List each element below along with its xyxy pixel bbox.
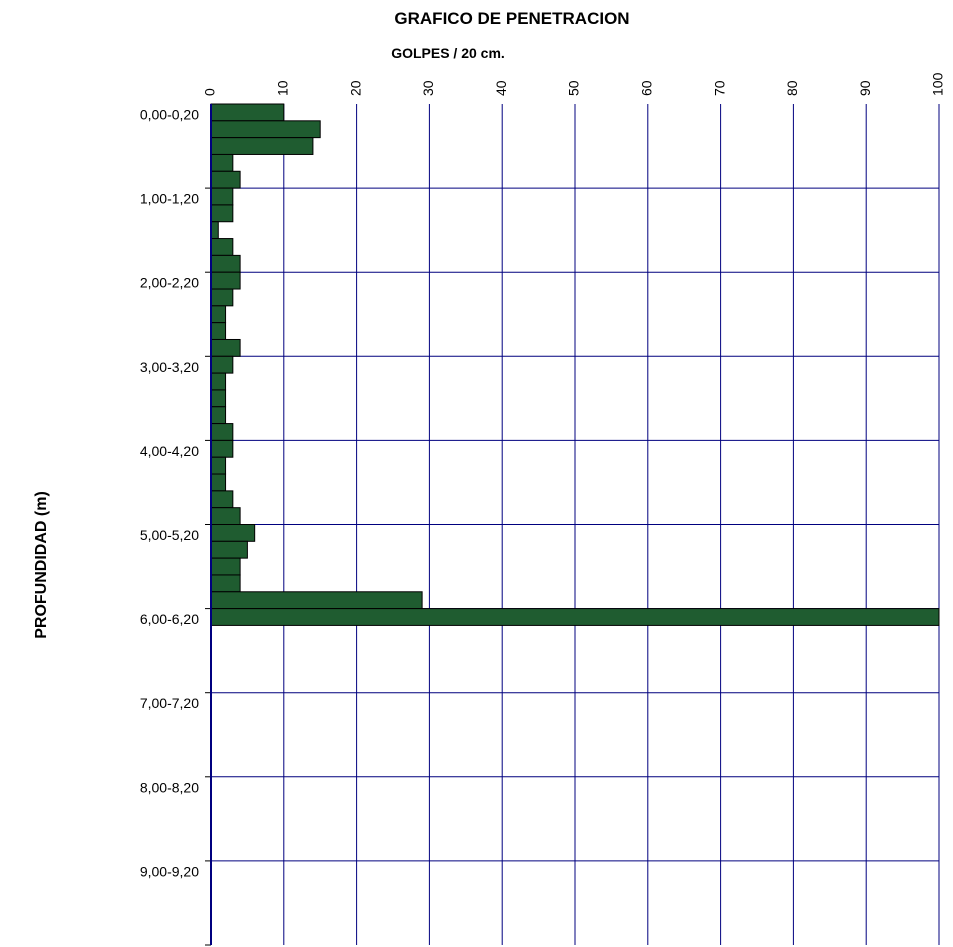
bar bbox=[210, 524, 256, 542]
bar bbox=[210, 187, 234, 206]
bar bbox=[210, 389, 227, 408]
bar bbox=[210, 355, 234, 374]
bar bbox=[210, 456, 227, 475]
bar bbox=[210, 439, 234, 458]
y-tick-label: 3,00-3,20 bbox=[140, 359, 199, 375]
bar bbox=[210, 372, 227, 391]
grid-lines bbox=[211, 104, 940, 945]
bar bbox=[210, 540, 248, 559]
x-tick-label: 100 bbox=[930, 72, 946, 96]
x-tick-label: 70 bbox=[711, 80, 727, 96]
y-tick-label: 0,00-0,20 bbox=[140, 106, 199, 122]
bar bbox=[210, 221, 219, 240]
bar bbox=[210, 238, 234, 256]
bar bbox=[210, 120, 321, 139]
bar bbox=[210, 608, 940, 626]
x-tick-label: 0 bbox=[202, 88, 218, 96]
bar bbox=[210, 574, 241, 593]
bar bbox=[210, 288, 234, 307]
bar bbox=[210, 170, 241, 189]
bar bbox=[210, 305, 227, 324]
y-tick-label: 9,00-9,20 bbox=[140, 863, 199, 879]
y-axis-title: PROFUNDIDAD (m) bbox=[33, 491, 50, 639]
bar bbox=[210, 507, 241, 525]
y-tick-label: 6,00-6,20 bbox=[140, 611, 199, 627]
bar bbox=[210, 406, 227, 425]
x-tick-label: 50 bbox=[566, 80, 582, 96]
bar bbox=[210, 137, 314, 155]
x-axis-title: GOLPES / 20 cm. bbox=[391, 45, 505, 61]
x-tick-label: 30 bbox=[420, 80, 436, 96]
y-tick-label: 2,00-2,20 bbox=[140, 275, 199, 291]
bar bbox=[210, 490, 234, 509]
chart-title: GRAFICO DE PENETRACION bbox=[394, 9, 629, 28]
x-tick-labels: 0 10 20 30 40 50 60 70 80 90 100 bbox=[202, 72, 946, 96]
y-tick-label: 4,00-4,20 bbox=[140, 443, 199, 459]
y-tick-label: 5,00-5,20 bbox=[140, 527, 199, 543]
bar bbox=[210, 254, 241, 273]
bar bbox=[210, 423, 234, 441]
bar bbox=[210, 557, 241, 576]
bar bbox=[210, 338, 241, 357]
x-tick-label: 10 bbox=[275, 80, 291, 96]
x-tick-label: 40 bbox=[493, 80, 509, 96]
bars-group bbox=[210, 103, 940, 626]
bar bbox=[210, 153, 234, 172]
axes-group bbox=[205, 104, 212, 946]
x-tick-label: 20 bbox=[347, 80, 363, 96]
bar bbox=[210, 591, 423, 610]
bar bbox=[210, 473, 227, 492]
y-tick-label: 1,00-1,20 bbox=[140, 191, 199, 207]
x-tick-label: 80 bbox=[784, 80, 800, 96]
y-tick-label: 7,00-7,20 bbox=[140, 695, 199, 711]
y-tick-labels: 0,00-0,20 1,00-1,20 2,00-2,20 3,00-3,20 4,00… bbox=[140, 106, 199, 879]
bar bbox=[210, 204, 234, 223]
x-tick-label: 90 bbox=[857, 80, 873, 96]
bar bbox=[210, 322, 227, 340]
bar bbox=[210, 103, 285, 122]
bar bbox=[210, 271, 241, 290]
x-tick-label: 60 bbox=[639, 80, 655, 96]
y-tick-label: 8,00-8,20 bbox=[140, 779, 199, 795]
